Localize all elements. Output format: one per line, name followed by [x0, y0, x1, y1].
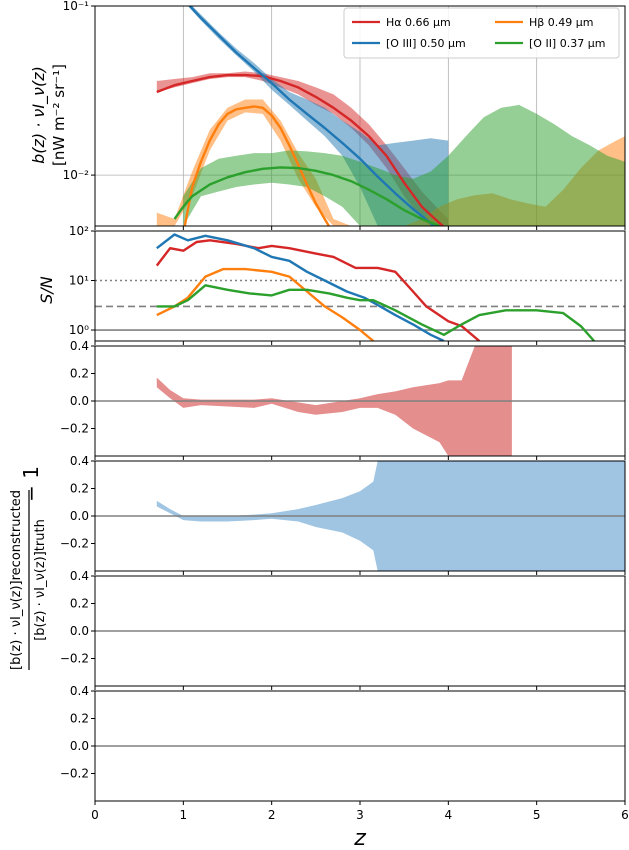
- y-tick-label: 0.0: [70, 624, 89, 638]
- y-tick-label: 0.2: [70, 367, 89, 381]
- x-axis-label: z: [353, 826, 366, 850]
- residual-band: [156, 346, 512, 456]
- y-tick-label: −0.2: [60, 767, 89, 781]
- band-3: [183, 104, 625, 226]
- panel-residual-oii: 0.4 0.2 0.0 −0.2: [60, 684, 626, 805]
- y-tick-label: 0.4: [70, 684, 89, 698]
- series-line-2: [183, 105, 331, 226]
- series-line-0: [156, 73, 445, 226]
- y-tick-label: 0.2: [70, 597, 89, 611]
- brightness-ylabel-line2: [nW m⁻² sr⁻¹]: [50, 64, 68, 166]
- panel-signal-to-noise: 10² 10¹ 10⁰: [69, 224, 626, 345]
- series-line-2: [156, 267, 375, 341]
- y-tick-label: 0.2: [70, 712, 89, 726]
- y-tick-label: 10⁻²: [63, 168, 90, 182]
- panel-plot-area: [95, 233, 625, 341]
- panel-residual-hbeta: 0.4 0.2 0.0 −0.2: [60, 569, 626, 690]
- panel-plot-area: [95, 461, 625, 571]
- legend-label-halpha: Hα 0.66 μm: [386, 16, 451, 29]
- y-tick-label: 10²: [69, 224, 89, 238]
- x-tick-label: 5: [533, 808, 541, 822]
- panel-frame: [94, 230, 626, 342]
- y-tick-label: −0.2: [60, 422, 89, 436]
- y-tick-label: 0.4: [70, 454, 89, 468]
- y-tick-label: 0.2: [70, 482, 89, 496]
- y-tick-label: 10⁰: [69, 323, 89, 337]
- panels-group: 10⁻¹ 10⁻² 10² 10¹ 10⁰ 0.4 0.2 0.0 −0.2 0.4 0.2 0.0 −…: [60, 0, 629, 822]
- panel-plot-area: [95, 346, 625, 456]
- brightness-ylabel-line1: b(z) · νI_ν(z): [29, 66, 49, 164]
- panel-brightness: 10⁻¹ 10⁻²: [63, 0, 626, 230]
- panel-plot-area: [95, 6, 625, 226]
- x-tick-label: 3: [356, 808, 364, 822]
- x-tick-label: 2: [268, 808, 276, 822]
- y-tick-label: 0.4: [70, 339, 89, 353]
- y-tick-label: 0.0: [70, 739, 89, 753]
- series-line-3: [156, 284, 595, 341]
- panel-residual-oiii: 0.4 0.2 0.0 −0.2: [60, 454, 626, 575]
- legend-label-hbeta: Hβ 0.49 μm: [529, 16, 594, 29]
- legend-label-oiii: [O III] 0.50 μm: [386, 37, 466, 50]
- y-tick-label: 10¹: [69, 274, 89, 288]
- y-tick-label: −0.2: [60, 652, 89, 666]
- legend-label-oii: [O II] 0.37 μm: [529, 37, 605, 50]
- residual-ylabel-denominator: [b(z) · νI_ν(z)]truth: [33, 519, 48, 641]
- panel-residual-halpha: 0.4 0.2 0.0 −0.2: [60, 339, 626, 460]
- residual-ylabel-minus-one: − 1: [19, 466, 43, 502]
- x-tick-label: 4: [445, 808, 453, 822]
- x-tick-label: 0: [91, 808, 99, 822]
- y-tick-label: −0.2: [60, 537, 89, 551]
- y-tick-label: 0.4: [70, 569, 89, 583]
- y-tick-label: 10⁻¹: [63, 0, 90, 13]
- residual-ylabel: [b(z) · νI_ν(z)]reconstructed [b(z) · νI…: [9, 466, 48, 670]
- series-line-3: [173, 166, 440, 226]
- residual-ylabel-numerator: [b(z) · νI_ν(z)]reconstructed: [9, 490, 24, 670]
- series-line-1: [188, 6, 437, 226]
- sn-ylabel: S/N: [37, 276, 56, 304]
- y-tick-label: 0.0: [70, 394, 89, 408]
- legend: Hα 0.66 μm [O III] 0.50 μm Hβ 0.49 μm [O…: [343, 7, 620, 59]
- y-tick-label: 0.0: [70, 509, 89, 523]
- series-line-0: [155, 239, 481, 341]
- series-line-1: [156, 233, 445, 341]
- x-tick-label: 6: [621, 808, 629, 822]
- x-tick-label: 1: [180, 808, 188, 822]
- legend-frame: [343, 7, 620, 59]
